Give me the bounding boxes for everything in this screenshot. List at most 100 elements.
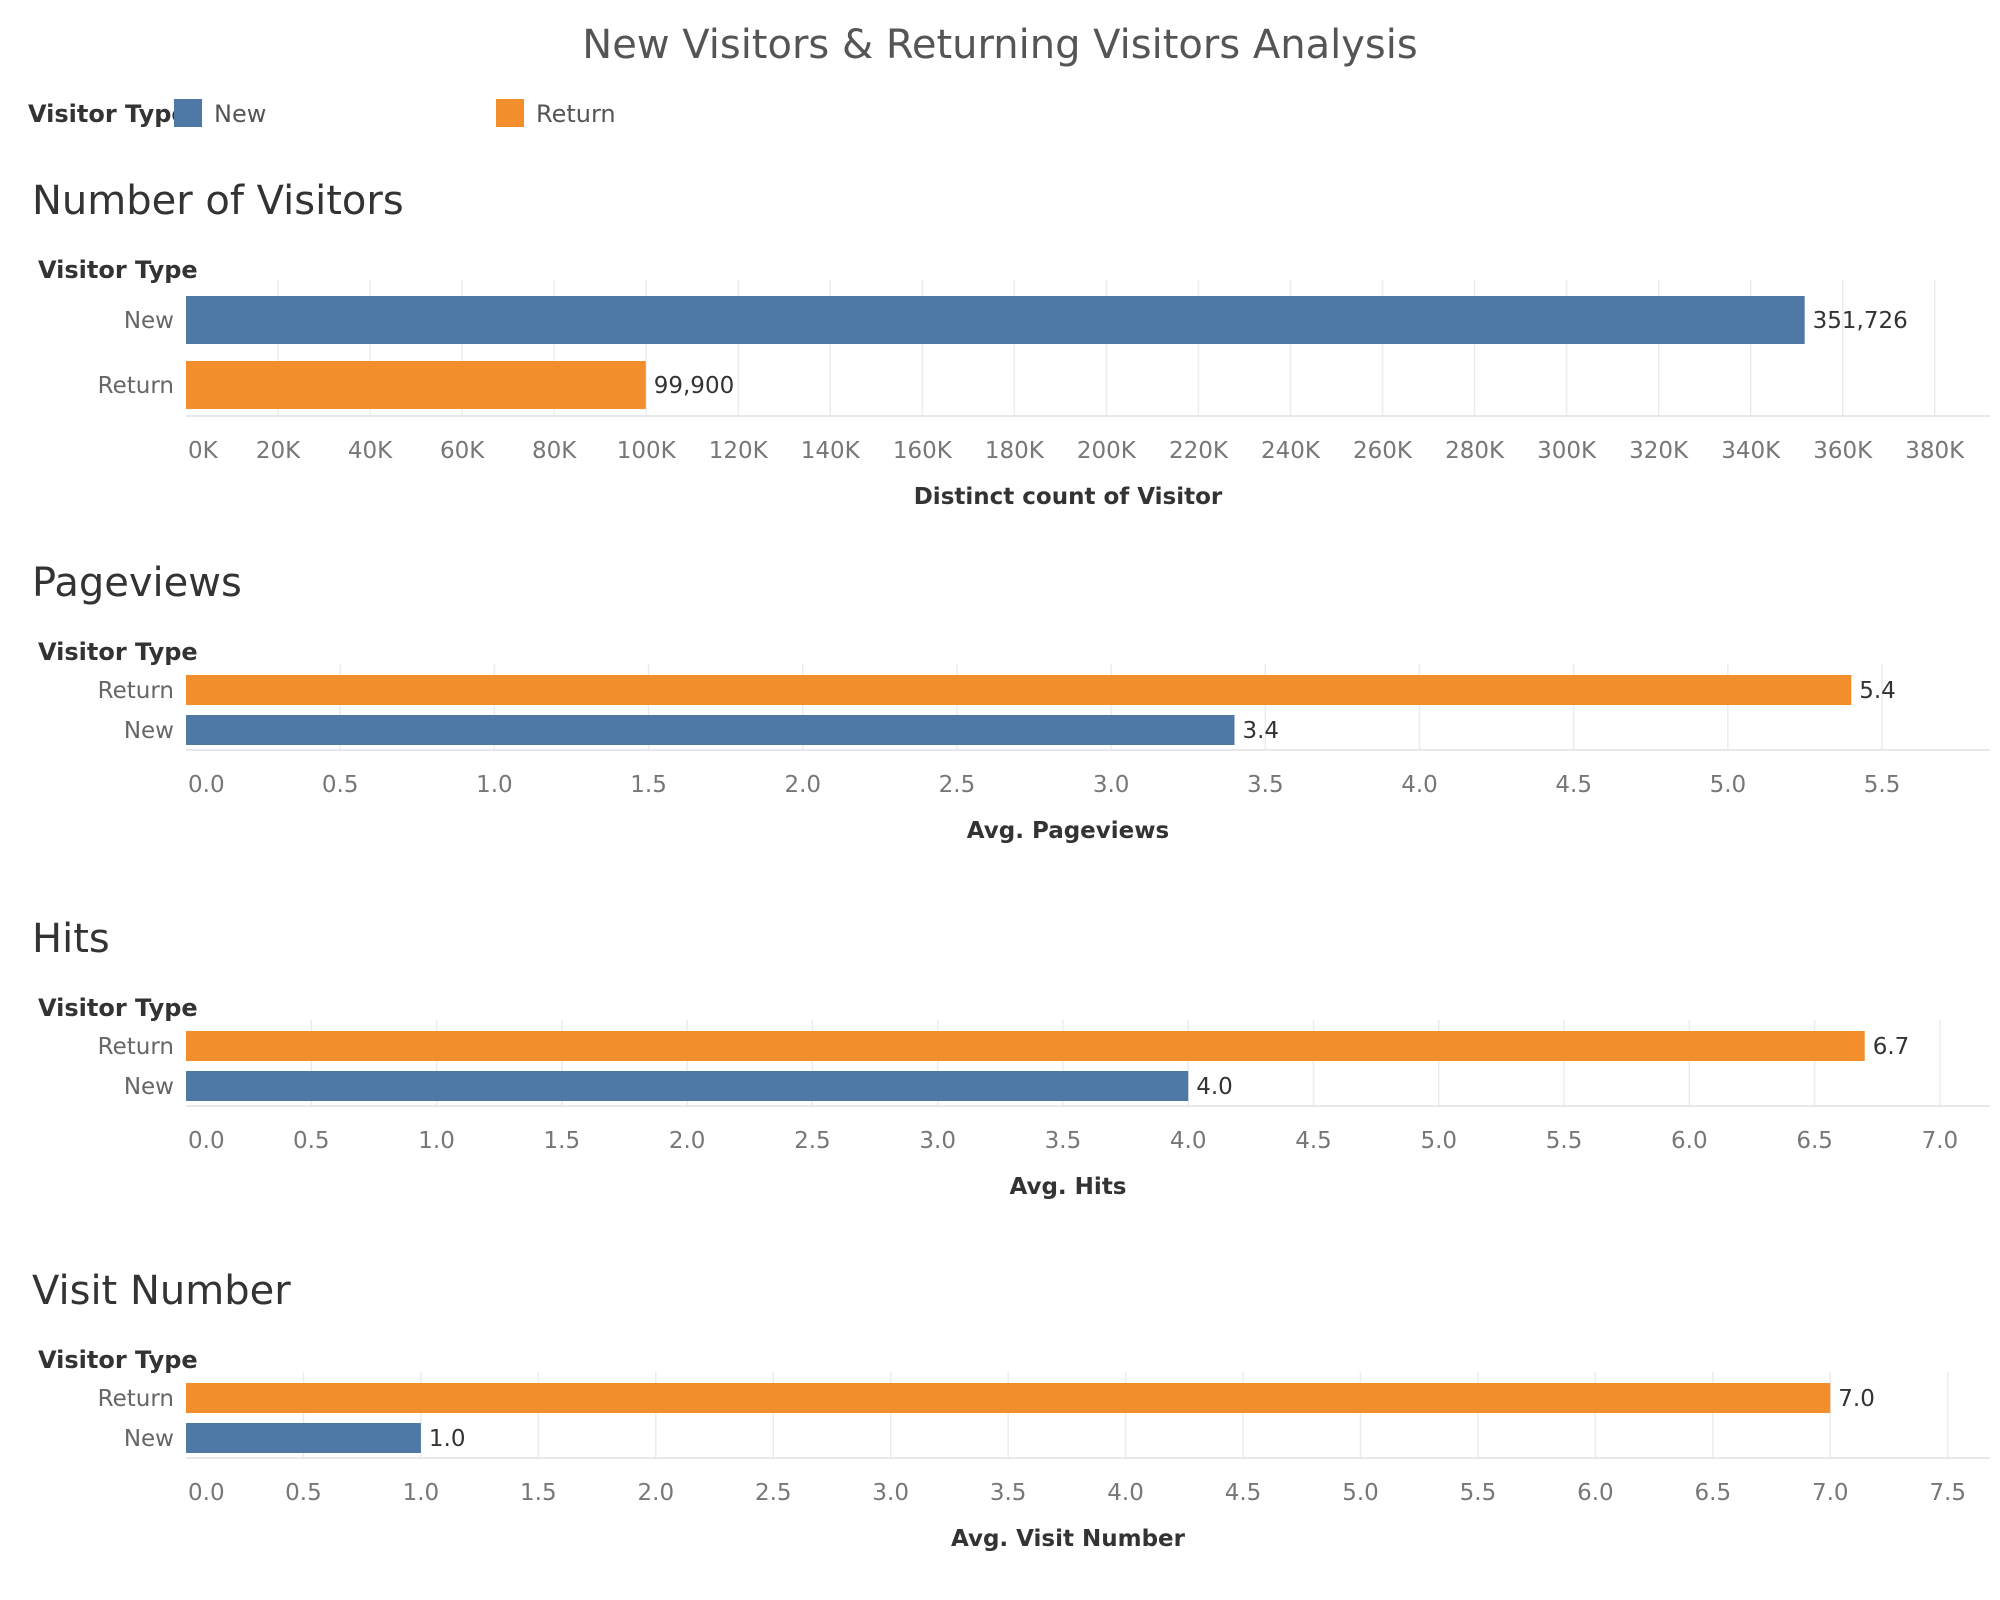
- bar-return: [186, 1383, 1831, 1413]
- tick-label: 3.0: [1093, 772, 1130, 798]
- tick-label: 5.5: [1546, 1128, 1583, 1154]
- tick-label: 320K: [1629, 438, 1689, 464]
- tick-label: 7.0: [1922, 1128, 1959, 1154]
- data-label: 7.0: [1838, 1386, 1875, 1412]
- tick-label: 3.5: [990, 1480, 1027, 1506]
- bar-new: [186, 715, 1235, 745]
- tick-label: 0K: [188, 438, 219, 464]
- legend-title: Visitor Type: [28, 100, 188, 128]
- tick-label: 140K: [801, 438, 861, 464]
- legend-swatch-new: [174, 99, 202, 127]
- tick-label: 1.0: [418, 1128, 455, 1154]
- tick-label: 280K: [1445, 438, 1505, 464]
- tick-label: 1.0: [403, 1480, 440, 1506]
- tick-label: 120K: [709, 438, 769, 464]
- legend-label-return: Return: [536, 100, 616, 128]
- tick-label: 1.0: [476, 772, 513, 798]
- tick-label: 4.0: [1170, 1128, 1207, 1154]
- tick-label: 2.0: [638, 1480, 675, 1506]
- tick-label: 220K: [1169, 438, 1229, 464]
- category-label: New: [124, 718, 174, 744]
- x-axis-title: Distinct count of Visitor: [914, 484, 1223, 510]
- tick-label: 6.0: [1671, 1128, 1708, 1154]
- tick-label: 2.5: [939, 772, 976, 798]
- tick-label: 0.0: [188, 772, 225, 798]
- color-legend: Visitor Type New Return: [28, 96, 1988, 130]
- category-label: New: [124, 1426, 174, 1452]
- tick-label: 3.0: [872, 1480, 909, 1506]
- category-axis-header-number-of-visitors: Visitor Type: [38, 256, 198, 284]
- tick-label: 100K: [617, 438, 677, 464]
- chart-number-of-visitors: New 351,726 Return 99,900 0K 20K 40K 60K 80K 100K…: [98, 280, 1990, 510]
- data-label: 351,726: [1813, 308, 1908, 334]
- tick-label: 2.5: [794, 1128, 831, 1154]
- tick-label: 340K: [1721, 438, 1781, 464]
- bar-return: [186, 675, 1852, 705]
- tick-label: 4.0: [1401, 772, 1438, 798]
- category-axis-header-pageviews: Visitor Type: [38, 638, 198, 666]
- tick-label: 3.0: [919, 1128, 956, 1154]
- tick-label: 240K: [1261, 438, 1321, 464]
- legend-label-new: New: [214, 100, 267, 128]
- chart-pageviews: Return 5.4 New 3.4 0.0 0.5 1.0 1.5 2.0 2.5 3.0 3.5 4…: [98, 664, 1990, 844]
- bar-new: [186, 296, 1805, 344]
- tick-label: 1.5: [630, 772, 667, 798]
- data-label: 5.4: [1859, 678, 1896, 704]
- tick-label: 0.5: [293, 1128, 330, 1154]
- category-label: New: [124, 308, 174, 334]
- tick-label: 3.5: [1045, 1128, 1082, 1154]
- tick-label: 5.5: [1864, 772, 1901, 798]
- category-label: New: [124, 1074, 174, 1100]
- bar-return: [186, 1031, 1865, 1061]
- data-label: 99,900: [654, 373, 734, 399]
- tick-label: 2.0: [784, 772, 821, 798]
- bar-new: [186, 1423, 421, 1453]
- category-axis-header-hits: Visitor Type: [38, 994, 198, 1022]
- dashboard-title: New Visitors & Returning Visitors Analys…: [582, 22, 1418, 68]
- tick-label: 5.0: [1420, 1128, 1457, 1154]
- tick-label: 80K: [532, 438, 577, 464]
- bar-return: [186, 361, 646, 409]
- tick-label: 20K: [256, 438, 301, 464]
- tick-label: 4.0: [1107, 1480, 1144, 1506]
- tick-label: 360K: [1813, 438, 1873, 464]
- tick-label: 4.5: [1555, 772, 1592, 798]
- tick-label: 0.5: [322, 772, 359, 798]
- tick-label: 2.5: [755, 1480, 792, 1506]
- tick-label: 6.5: [1695, 1480, 1732, 1506]
- x-axis-title: Avg. Hits: [1010, 1174, 1127, 1200]
- tick-label: 4.5: [1225, 1480, 1262, 1506]
- chart-hits: Return 6.7 New 4.0 0.0 0.5 1.0 1.5 2.0 2.5 3.0 3.5 4…: [98, 1020, 1990, 1200]
- tick-label: 1.5: [520, 1480, 557, 1506]
- tick-label: 200K: [1077, 438, 1137, 464]
- tick-label: 7.5: [1929, 1480, 1966, 1506]
- tick-label: 7.0: [1812, 1480, 1849, 1506]
- tick-label: 6.5: [1796, 1128, 1833, 1154]
- tick-label: 40K: [348, 438, 393, 464]
- tick-label: 5.5: [1460, 1480, 1497, 1506]
- tick-label: 380K: [1905, 438, 1965, 464]
- tick-label: 4.5: [1295, 1128, 1332, 1154]
- x-axis-title: Avg. Pageviews: [967, 818, 1169, 844]
- data-label: 1.0: [429, 1426, 466, 1452]
- tick-label: 5.0: [1342, 1480, 1379, 1506]
- tick-label: 5.0: [1710, 772, 1747, 798]
- tick-label: 160K: [893, 438, 953, 464]
- tick-label: 6.0: [1577, 1480, 1614, 1506]
- bar-new: [186, 1071, 1189, 1101]
- panel-title-pageviews: Pageviews: [32, 560, 242, 606]
- tick-label: 1.5: [544, 1128, 581, 1154]
- panel-title-hits: Hits: [32, 916, 110, 962]
- legend-swatch-return: [496, 99, 524, 127]
- tick-label: 300K: [1537, 438, 1597, 464]
- tick-label: 0.0: [188, 1480, 225, 1506]
- x-axis-title: Avg. Visit Number: [951, 1526, 1186, 1552]
- tick-label: 0.5: [285, 1480, 322, 1506]
- chart-visit-number: Return 7.0 New 1.0 0.0 0.5 1.0 1.5 2.0 2.5 3.0 3.5 4…: [98, 1372, 1990, 1552]
- data-label: 6.7: [1873, 1034, 1910, 1060]
- tick-label: 260K: [1353, 438, 1413, 464]
- category-label: Return: [98, 1034, 174, 1060]
- data-label: 3.4: [1242, 718, 1279, 744]
- category-label: Return: [98, 373, 174, 399]
- tick-label: 0.0: [188, 1128, 225, 1154]
